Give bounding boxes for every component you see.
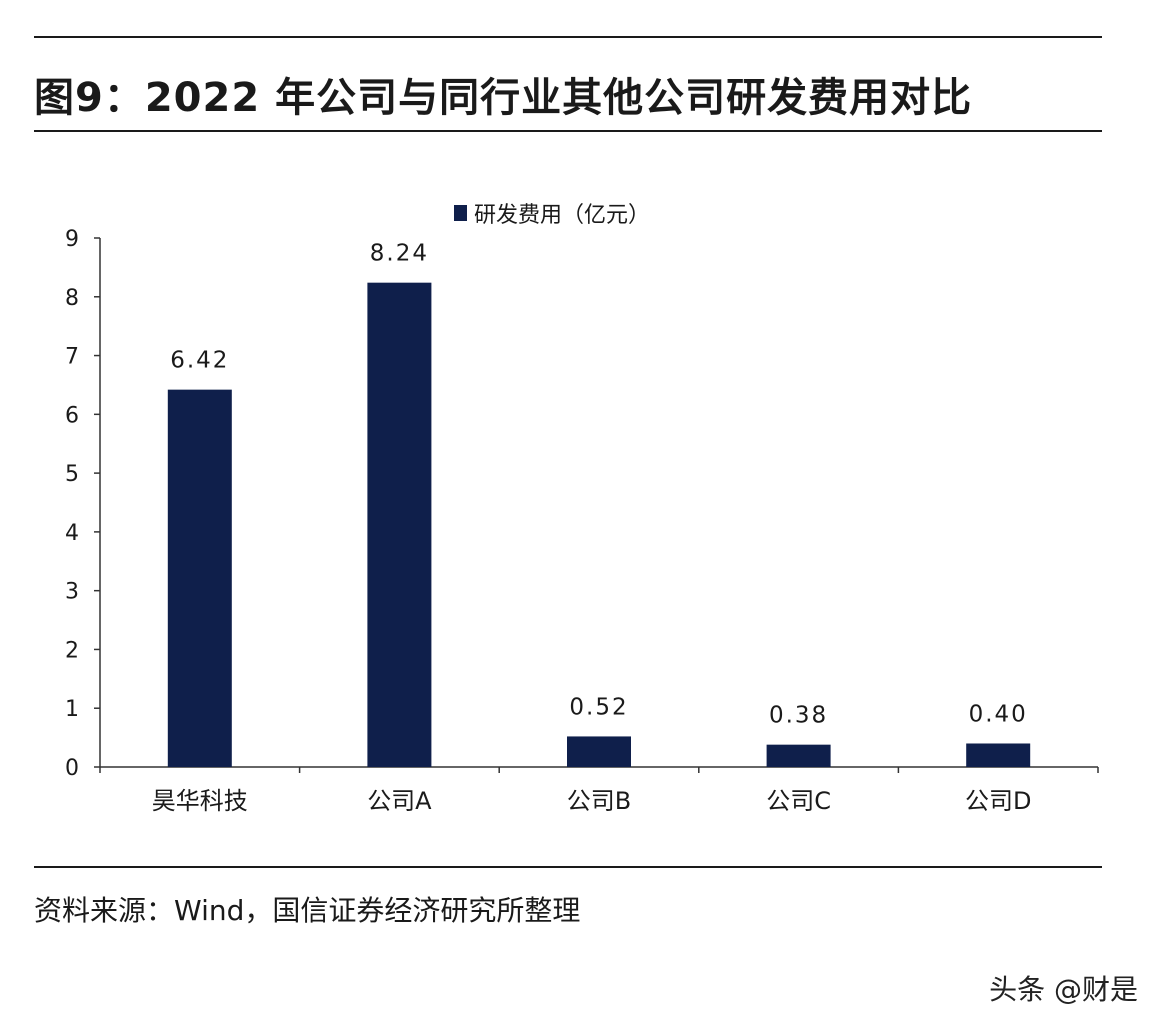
bar-value-label: 6.42 [170,348,229,374]
watermark: 头条 @财是 [989,973,1138,1006]
bottom-rule [34,866,1102,868]
bar [766,744,831,767]
y-tick-label: 8 [65,286,79,311]
y-tick-label: 4 [65,521,79,546]
y-tick-label: 2 [65,638,79,663]
source-note: 资料来源：Wind，国信证券经济研究所整理 [34,894,581,927]
x-tick-label: 公司C [766,787,831,815]
figure-title: 图9：2022 年公司与同行业其他公司研发费用对比 [34,75,973,121]
title-rule [34,130,1102,132]
bar-chart: 研发费用（亿元） 0 1 2 3 4 5 6 7 8 9 6.42 昊华科技 8.24 公司A 0.52 公… [65,203,1099,815]
legend-swatch [454,205,467,221]
bar [567,736,631,767]
bar-value-label: 0.40 [969,701,1028,727]
y-tick-label: 6 [65,403,79,428]
y-tick-label: 7 [65,345,79,370]
bar-value-label: 0.38 [769,703,828,729]
bar [167,389,232,767]
legend-label: 研发费用（亿元） [474,203,650,228]
x-tick-label: 公司D [965,787,1031,815]
x-tick-label: 昊华科技 [152,787,248,815]
y-tick-label: 9 [65,227,79,252]
bar [966,743,1031,767]
bar-value-label: 8.24 [370,241,429,267]
bar [367,282,432,767]
data-labels: 6.42 昊华科技 8.24 公司A 0.52 公司B 0.38 公司C 0.40 公司D [152,241,1032,815]
top-rule [34,36,1102,38]
y-tick-label: 5 [65,462,79,487]
x-tick-label: 公司B [567,787,631,815]
y-tick-label: 1 [65,697,79,722]
y-tick-label: 0 [65,756,79,781]
bars [167,282,1031,767]
bar-value-label: 0.52 [569,694,628,720]
legend: 研发费用（亿元） [454,203,650,228]
x-tick-label: 公司A [367,787,432,815]
y-tick-label: 3 [65,580,79,605]
